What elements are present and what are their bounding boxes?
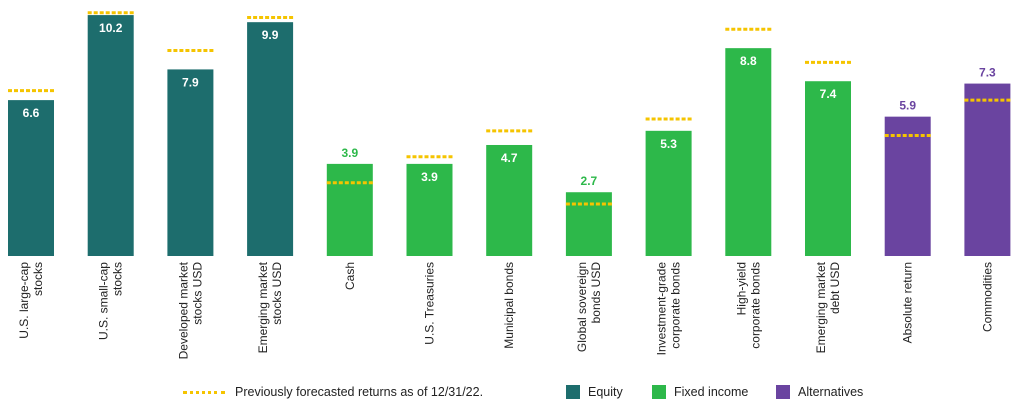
category-label-emerging-market-stocks-usd: Emerging marketstocks USD [256,261,284,353]
data-label-global-sovereign-bonds-usd: 2.7 [581,174,598,188]
category-label-u-s-large-cap-stocks: U.S. large-capstocks [17,262,45,339]
bar-cash [326,163,373,256]
bar-high-yield-corporate-bonds [725,48,772,257]
category-label-line: stocks USD [190,262,204,325]
category-label-cash: Cash [343,262,357,290]
data-label-u-s-treasuries: 3.9 [421,170,438,184]
legend-equity-swatch [566,385,580,399]
bar-municipal-bonds [486,144,533,256]
category-label-line: Emerging market [814,261,828,353]
bar-developed-market-stocks-usd [167,69,214,257]
bar-emerging-market-stocks-usd [247,22,294,256]
category-label-line: U.S. small-cap [97,262,111,340]
data-label-emerging-market-debt-usd: 7.4 [820,87,837,101]
category-label-line: bonds USD [589,262,603,324]
bar-u-s-small-cap-stocks [87,15,134,257]
category-label-line: stocks [111,262,125,296]
category-label-line: U.S. Treasuries [423,262,437,345]
category-label-emerging-market-debt-usd: Emerging marketdebt USD [814,261,842,353]
data-label-absolute-return: 5.9 [899,99,916,113]
category-label-line: debt USD [828,262,842,314]
data-label-investment-grade-corporate-bonds: 5.3 [660,137,677,151]
legend-alternatives-swatch [776,385,790,399]
category-label-high-yield-corporate-bonds: High-yieldcorporate bonds [734,262,762,349]
category-label-line: Cash [343,262,357,290]
category-label-municipal-bonds: Municipal bonds [502,262,516,349]
legend-previous-label: Previously forecasted returns as of 12/3… [235,385,484,399]
category-label-line: Global sovereign [575,262,589,352]
legend-equity-label: Equity [588,385,623,399]
category-label-line: stocks USD [270,262,284,325]
bar-investment-grade-corporate-bonds [645,130,692,256]
category-label-line: Commodities [980,262,994,332]
category-label-developed-market-stocks-usd: Developed marketstocks USD [176,261,204,359]
bar-commodities [964,83,1011,256]
category-label-line: High-yield [734,262,748,315]
data-label-high-yield-corporate-bonds: 8.8 [740,54,757,68]
legend-alternatives-label: Alternatives [798,385,864,399]
category-label-u-s-treasuries: U.S. Treasuries [423,262,437,345]
legend-previous-forecast: Previously forecasted returns as of 12/3… [183,385,483,399]
category-label-line: stocks [31,262,45,296]
category-label-line: Absolute return [901,262,915,343]
category-label-line: Municipal bonds [502,262,516,349]
category-label-line: Emerging market [256,261,270,353]
category-label-line: corporate bonds [748,262,762,349]
category-label-line: Investment-grade [655,262,669,356]
category-label-absolute-return: Absolute return [901,262,915,343]
legend-dotted-line-marker [183,390,225,394]
category-label-global-sovereign-bonds-usd: Global sovereignbonds USD [575,262,603,352]
chart-legend: Previously forecasted returns as of 12/3… [0,382,1011,404]
data-label-u-s-small-cap-stocks: 10.2 [99,21,123,35]
category-label-line: U.S. large-cap [17,262,31,339]
category-label-commodities: Commodities [980,262,994,332]
data-label-emerging-market-stocks-usd: 9.9 [262,28,279,42]
bar-u-s-large-cap-stocks [8,100,54,256]
category-label-u-s-small-cap-stocks: U.S. small-capstocks [97,262,125,340]
legend-fixed-income-label: Fixed income [674,385,749,399]
bar-u-s-treasuries [406,163,453,256]
data-label-developed-market-stocks-usd: 7.9 [182,75,199,89]
bar-emerging-market-debt-usd [805,81,851,256]
data-label-cash: 3.9 [341,146,358,160]
bar-absolute-return [884,116,931,257]
data-label-municipal-bonds: 4.7 [501,151,518,165]
category-label-line: Developed market [176,261,190,359]
category-label-investment-grade-corporate-bonds: Investment-gradecorporate bonds [655,262,683,356]
legend-fixed-income-swatch [652,385,666,399]
data-label-commodities: 7.3 [979,66,996,80]
legend-equity: Equity [566,385,623,399]
category-label-line: corporate bonds [669,262,683,349]
bar-global-sovereign-bonds-usd [565,192,612,256]
legend-alternatives: Alternatives [776,385,863,399]
legend-fixed-income: Fixed income [652,385,748,399]
data-label-u-s-large-cap-stocks: 6.6 [23,106,40,120]
